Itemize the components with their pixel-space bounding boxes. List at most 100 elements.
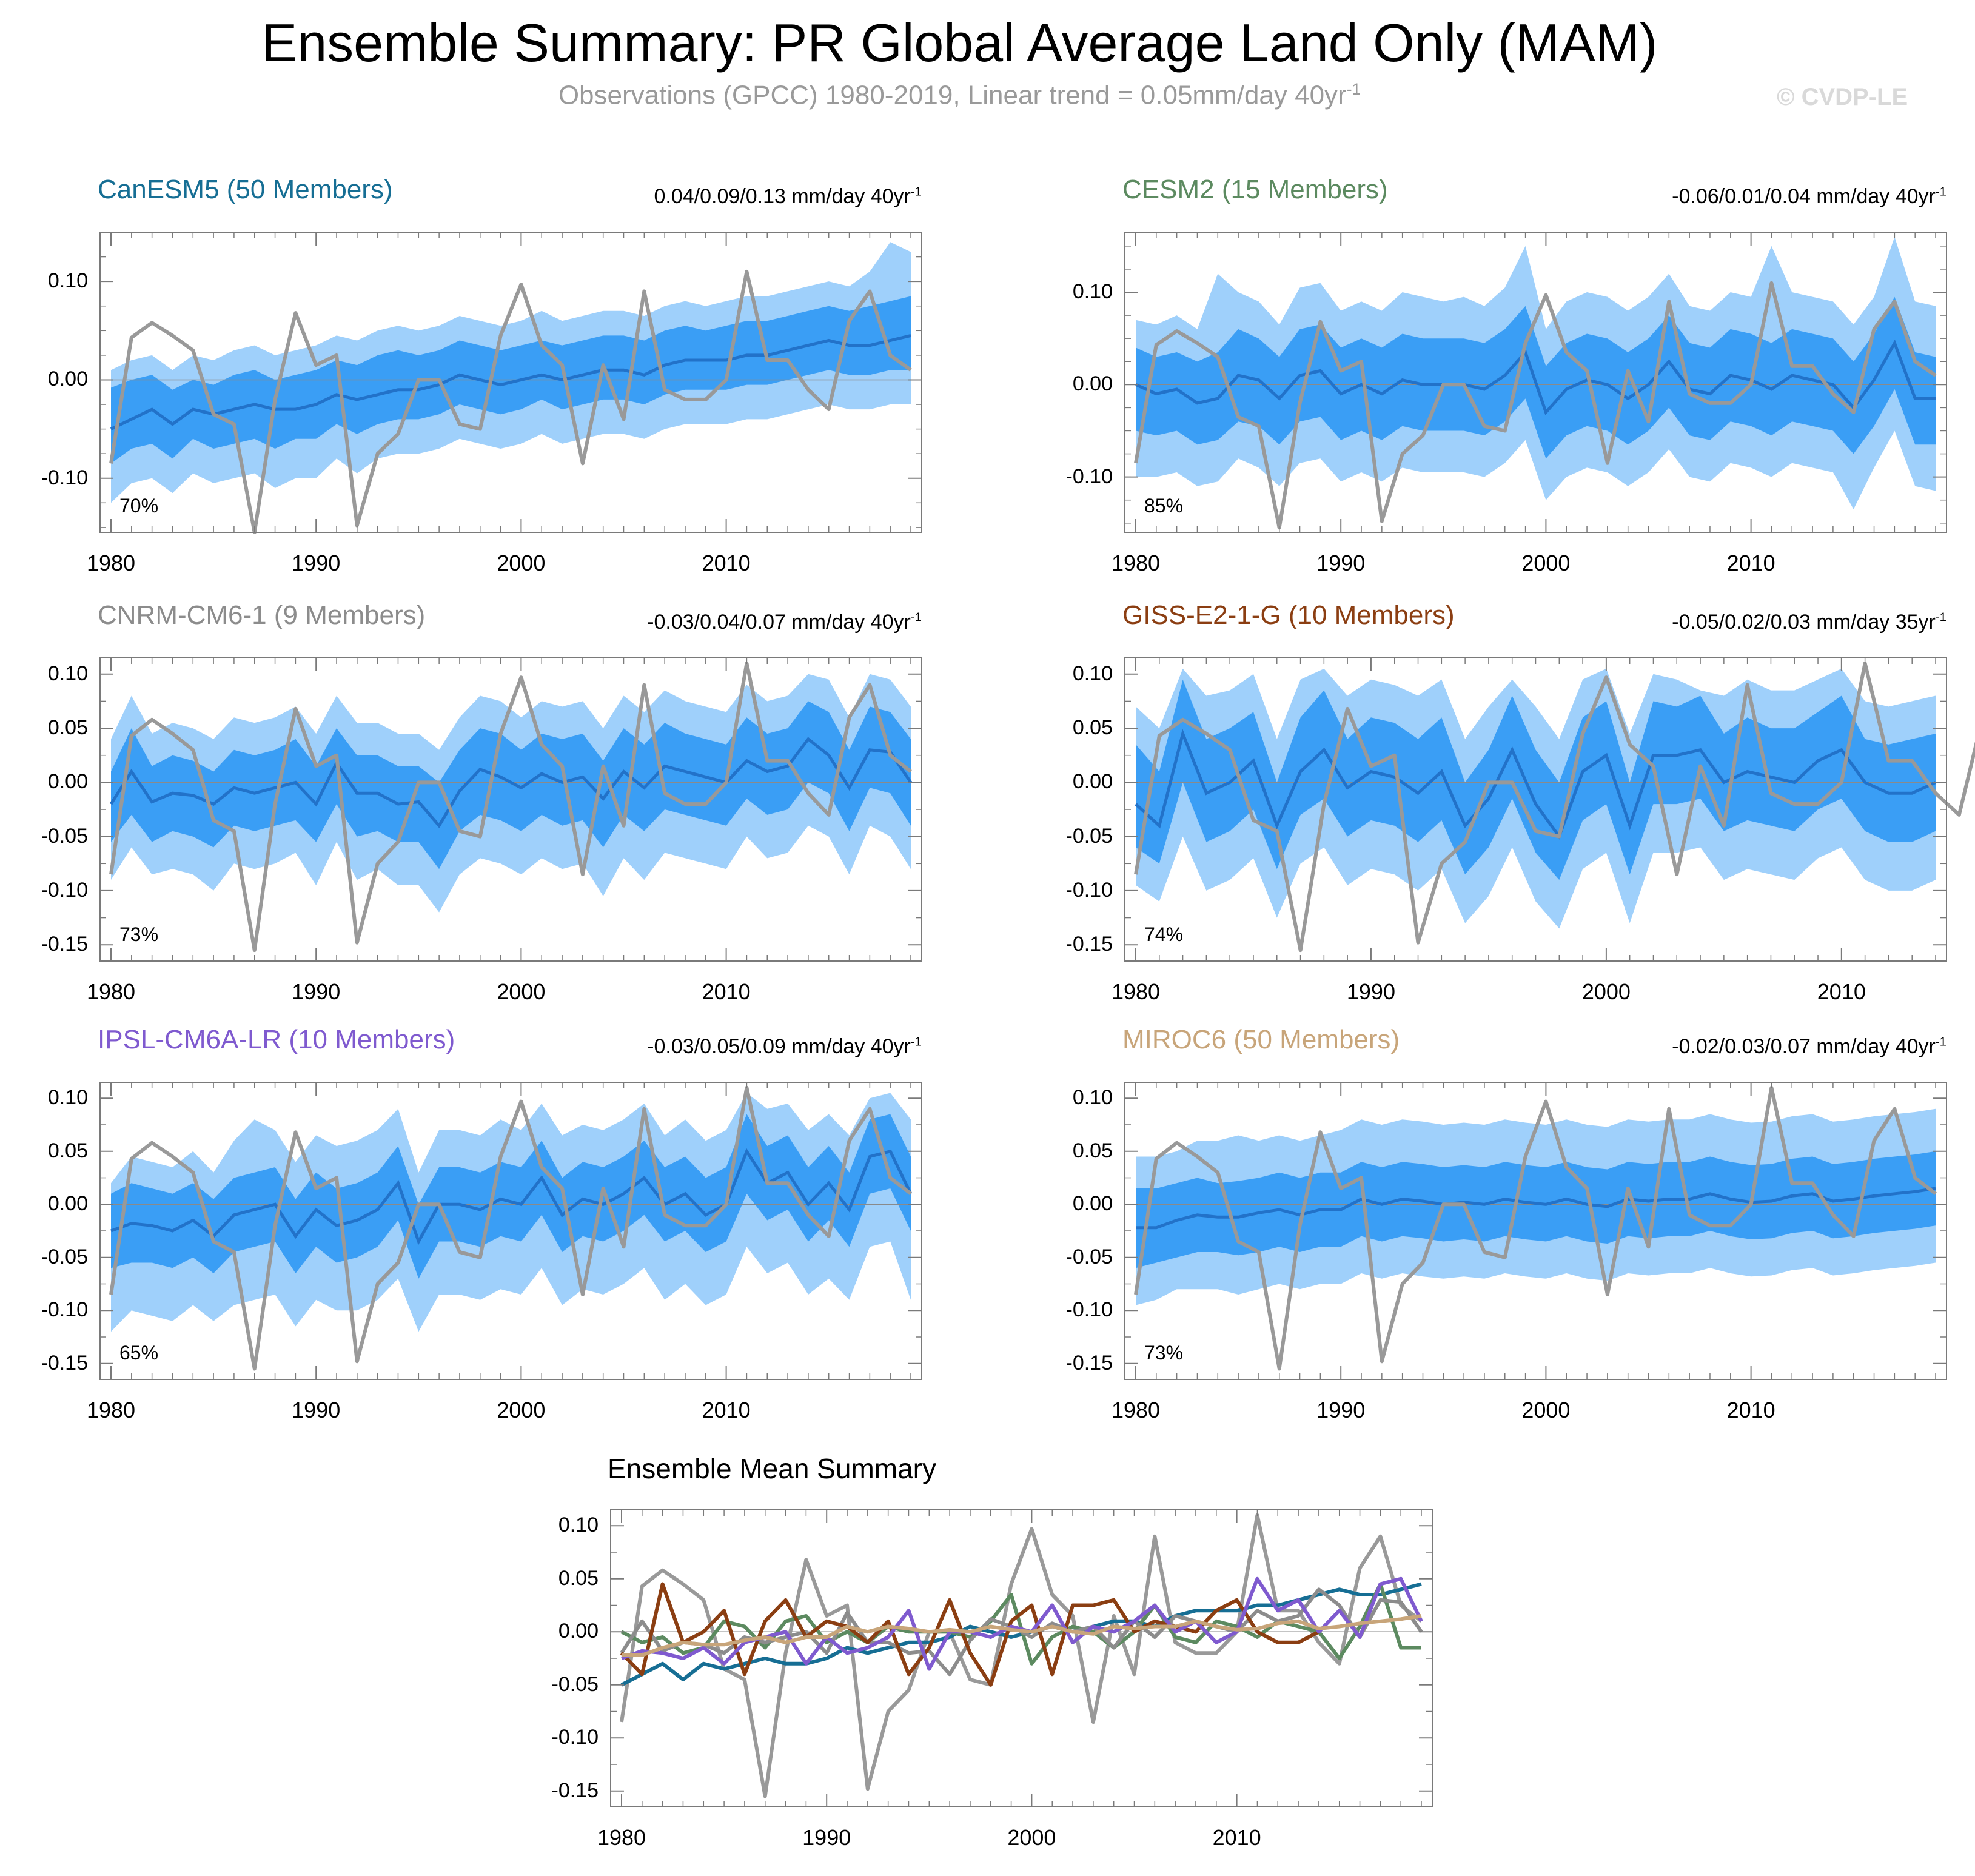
x-tick-label: 2010 <box>1726 551 1775 575</box>
x-tick-label: 1990 <box>1316 1398 1366 1422</box>
panel-percent: 85% <box>1144 495 1184 517</box>
y-tick-label: 0.00 <box>1072 1192 1113 1216</box>
observation-line <box>109 661 912 953</box>
panel-percent: 73% <box>1144 1342 1184 1364</box>
x-tick-label: 1980 <box>1111 1398 1161 1422</box>
panel-title: GISS-E2-1-G (10 Members) <box>1122 600 1455 630</box>
panel-percent: 74% <box>1144 923 1184 945</box>
x-tick-label: 2010 <box>702 979 751 1004</box>
panel-percent: 70% <box>119 495 159 517</box>
y-tick-label: 0.05 <box>47 716 88 740</box>
observation-line <box>1134 281 1937 530</box>
y-tick-label: -0.05 <box>41 824 89 848</box>
page-title: Ensemble Summary: PR Global Average Land… <box>261 13 1658 73</box>
y-tick-label: -0.05 <box>551 1672 599 1696</box>
panel-percent: 65% <box>119 1342 159 1364</box>
x-tick-label: 1990 <box>1316 551 1366 575</box>
x-tick-label: 2000 <box>1581 979 1631 1004</box>
y-tick-label: -0.05 <box>1065 1245 1113 1268</box>
trend-text: -0.06/0.01/0.04 mm/day 40yr <box>1672 185 1936 208</box>
y-tick-label: -0.10 <box>41 1298 89 1322</box>
x-tick-label: 2000 <box>497 1398 546 1422</box>
x-tick-label: 1980 <box>86 551 136 575</box>
y-tick-label: 0.05 <box>1072 716 1113 740</box>
x-tick-label: 2000 <box>1521 1398 1571 1422</box>
x-tick-label: 2010 <box>1817 979 1866 1004</box>
ensemble-mean-line <box>110 333 911 430</box>
trend-text: -0.03/0.05/0.09 mm/day 40yr <box>647 1035 911 1058</box>
x-tick-label: 2010 <box>702 551 751 575</box>
y-tick-label: -0.10 <box>1065 1298 1113 1322</box>
x-tick-label: 2000 <box>497 551 546 575</box>
x-tick-label: 1980 <box>1111 551 1161 575</box>
y-tick-label: 0.10 <box>47 662 88 685</box>
trend-sup: -1 <box>910 611 922 625</box>
y-tick-label: -0.15 <box>1065 1351 1113 1375</box>
observation-line <box>1134 1085 1937 1371</box>
y-tick-label: -0.10 <box>1065 464 1113 488</box>
ensemble-mean-line <box>109 737 913 829</box>
y-tick-label: -0.15 <box>551 1778 599 1802</box>
y-tick-label: -0.10 <box>1065 878 1113 902</box>
panel-0 <box>99 232 922 534</box>
panel-title: MIROC6 (50 Members) <box>1122 1025 1400 1054</box>
ensemble-mean-line <box>1136 1187 1936 1230</box>
y-tick-label: 0.00 <box>558 1620 599 1643</box>
subtitle-sup: -1 <box>1346 80 1361 98</box>
y-tick-label: -0.15 <box>1065 933 1113 956</box>
trend-text: -0.03/0.04/0.07 mm/day 40yr <box>647 611 911 634</box>
x-tick-label: 1980 <box>86 1398 136 1422</box>
y-tick-label: 0.10 <box>558 1513 599 1537</box>
y-tick-label: 0.00 <box>47 1192 88 1216</box>
y-tick-label: 0.05 <box>47 1139 88 1162</box>
y-tick-label: 0.00 <box>1072 372 1113 396</box>
x-tick-label: 2000 <box>1521 551 1571 575</box>
panel-2 <box>99 657 922 962</box>
y-tick-label: -0.05 <box>1065 824 1113 848</box>
x-tick-label: 2010 <box>702 1398 751 1422</box>
y-tick-label: -0.10 <box>551 1726 599 1749</box>
x-tick-label: 2000 <box>1007 1825 1056 1850</box>
y-tick-label: 0.10 <box>1072 280 1113 303</box>
observation-line <box>109 269 912 534</box>
trend-text: -0.05/0.02/0.03 mm/day 35yr <box>1672 611 1936 634</box>
plot-frame <box>99 232 922 533</box>
x-tick-label: 1990 <box>292 551 341 575</box>
page-subtitle: Observations (GPCC) 1980-2019, Linear tr… <box>0 80 1919 111</box>
x-tick-label: 1980 <box>86 979 136 1004</box>
panel-trend: -0.06/0.01/0.04 mm/day 40yr-1 <box>1461 185 1946 209</box>
y-tick-label: 0.00 <box>47 770 88 794</box>
x-tick-label: 1990 <box>802 1825 851 1850</box>
y-tick-label: 0.10 <box>1072 662 1113 685</box>
x-tick-label: 2000 <box>497 979 546 1004</box>
y-tick-label: -0.15 <box>41 1351 89 1375</box>
trend-sup: -1 <box>910 185 922 199</box>
trend-sup: -1 <box>1935 611 1946 625</box>
y-tick-label: -0.05 <box>41 1245 89 1268</box>
panel-title: CNRM-CM6-1 (9 Members) <box>98 600 426 630</box>
panel-3 <box>1124 657 1975 962</box>
ensemble-mean-line <box>1135 339 1936 415</box>
trend-text: -0.02/0.03/0.07 mm/day 40yr <box>1672 1035 1936 1058</box>
trend-sup: -1 <box>1935 185 1946 199</box>
panel-4 <box>99 1082 922 1380</box>
ensemble-mean-line <box>110 1148 913 1245</box>
y-tick-label: 0.00 <box>47 367 88 391</box>
panel-title: CESM2 (15 Members) <box>1122 175 1388 204</box>
panel-1 <box>1124 232 1947 533</box>
panel-percent: 73% <box>119 923 159 945</box>
inner-band <box>111 701 911 869</box>
mean-summary-title: Ensemble Mean Summary <box>608 1453 936 1484</box>
y-tick-label: 0.10 <box>47 269 88 293</box>
x-tick-label: 1980 <box>597 1825 646 1850</box>
inner-band <box>1136 1151 1936 1268</box>
trend-sup: -1 <box>1935 1035 1946 1049</box>
watermark: © CVDP-LE <box>1777 84 1908 110</box>
inner-band <box>111 1114 911 1279</box>
x-tick-label: 1990 <box>292 979 341 1004</box>
y-tick-label: 0.05 <box>558 1566 599 1590</box>
y-tick-label: 0.10 <box>47 1086 88 1110</box>
panel-trend: 0.04/0.09/0.13 mm/day 40yr-1 <box>437 185 922 209</box>
ensemble-mean-line <box>1135 728 1937 840</box>
